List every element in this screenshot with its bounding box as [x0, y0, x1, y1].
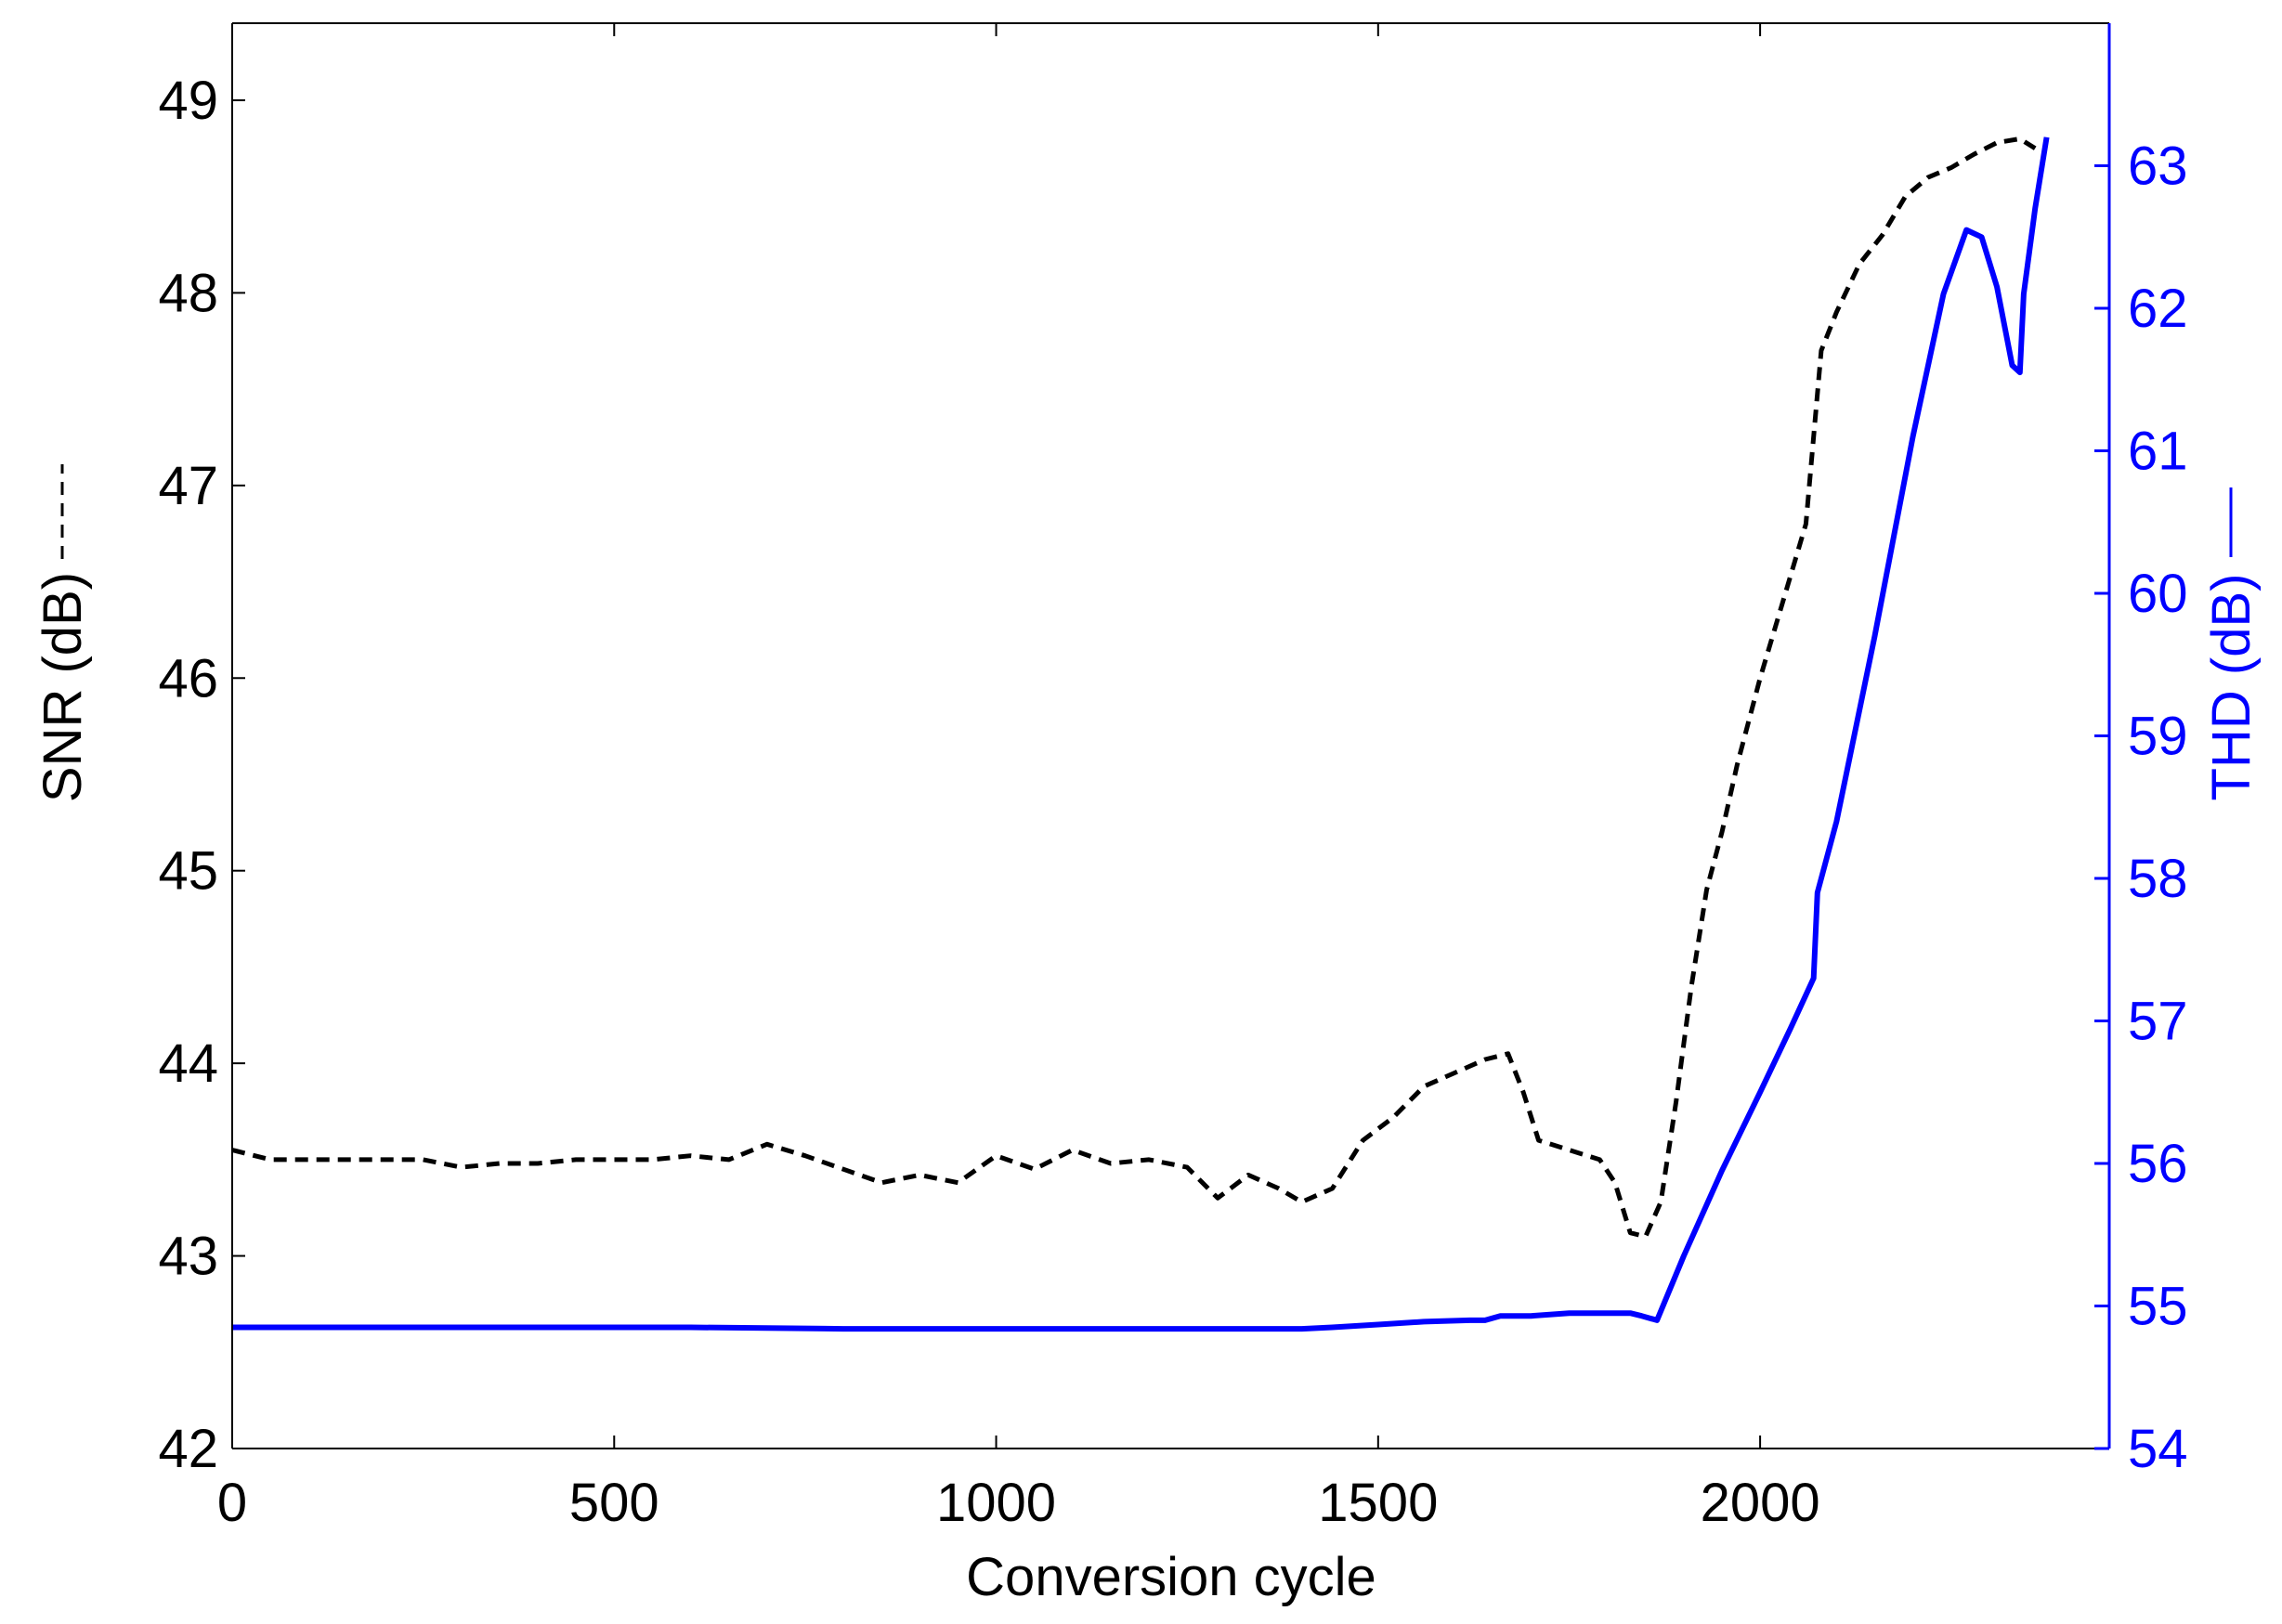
right-axis-title: THD (dB): [2201, 574, 2262, 801]
right-y-tick-label: 62: [2128, 279, 2188, 339]
left-y-tick-label: 46: [158, 648, 218, 708]
x-tick-label: 1500: [1318, 1473, 1438, 1533]
left-axis-title-group: SNR (dB): [33, 464, 93, 802]
snr-series-line: [231, 136, 2037, 1240]
left-axis-title: SNR (dB): [33, 572, 93, 802]
left-y-tick-label: 44: [158, 1033, 218, 1094]
right-y-tick-label: 55: [2128, 1277, 2188, 1337]
thd-series-line: [232, 136, 2050, 1332]
series-layer: [231, 136, 2050, 1332]
right-y-tick-label: 63: [2128, 136, 2188, 197]
left-y-tick-label: 49: [158, 71, 218, 131]
left-y-tick-label: 48: [158, 263, 218, 323]
ticks-layer: 0 500 1000 1500 2000 42 43 44 45 46 47 48 49 54 55 56 57…: [158, 23, 2188, 1533]
right-y-tick-label: 57: [2128, 992, 2188, 1052]
right-y-tick-label: 59: [2128, 707, 2188, 767]
right-axis-title-group: THD (dB): [2201, 487, 2262, 800]
x-axis-title: Conversion cycle: [966, 1547, 1376, 1607]
right-y-tick-label: 54: [2128, 1419, 2188, 1479]
right-y-tick-label: 60: [2128, 564, 2188, 624]
left-y-tick-label: 43: [158, 1227, 218, 1287]
right-y-tick-label: 56: [2128, 1134, 2188, 1194]
plot-area: [232, 23, 2109, 1449]
right-y-tick-label: 61: [2128, 422, 2188, 482]
x-tick-label: 1000: [936, 1473, 1056, 1533]
left-y-tick-label: 45: [158, 841, 218, 902]
x-tick-label: 2000: [1701, 1473, 1820, 1533]
x-tick-label: 0: [217, 1473, 247, 1533]
x-tick-label: 500: [569, 1473, 659, 1533]
left-y-tick-label: 47: [158, 456, 218, 516]
right-y-tick-label: 58: [2128, 849, 2188, 909]
left-y-tick-label: 42: [158, 1419, 218, 1479]
